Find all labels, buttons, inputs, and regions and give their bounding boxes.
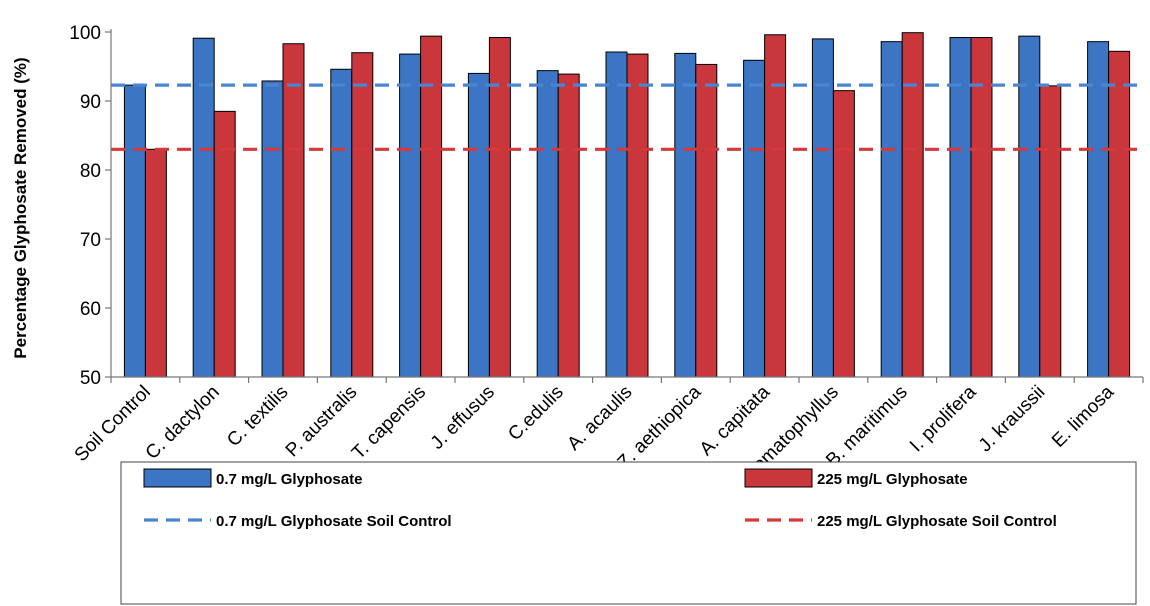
bar-low-4 [399, 53, 422, 378]
bar-high-0 [144, 148, 167, 378]
x-tick-label: J. effusus [427, 382, 499, 454]
reference-lines-layer [111, 83, 1143, 151]
bar-low-0 [123, 84, 146, 378]
bar-low-14 [1087, 41, 1110, 378]
x-tick-label: C.edulis [504, 382, 567, 445]
legend: 0.7 mg/L Glyphosate 225 mg/L Glyphosate 0.… [120, 461, 1137, 605]
bar-high-8 [695, 63, 718, 378]
y-tick-label: 70 [80, 230, 101, 251]
bar-low-8 [674, 52, 697, 378]
bar-low-6 [536, 70, 559, 378]
bar-high-10 [832, 90, 855, 378]
legend-swatch-1 [744, 468, 813, 488]
legend-label-0: 0.7 mg/L Glyphosate [216, 471, 362, 488]
x-tick-label: A. acaulis [563, 382, 636, 455]
legend-box [120, 461, 1137, 605]
legend-label-3: 225 mg/L Glyphosate Soil Control [817, 513, 1057, 530]
legend-label-2: 0.7 mg/L Glyphosate Soil Control [216, 513, 452, 530]
bar-high-13 [1039, 85, 1062, 378]
axes-layer [105, 29, 1144, 383]
bar-high-5 [488, 37, 511, 378]
bar-high-2 [282, 43, 305, 378]
bar-low-9 [743, 59, 766, 378]
bar-high-7 [626, 53, 649, 378]
bar-high-6 [557, 73, 580, 378]
bar-low-3 [330, 68, 353, 378]
x-tick-label: J. kraussii [975, 382, 1050, 457]
y-tick-label: 50 [80, 368, 101, 389]
y-tick-label: 100 [69, 23, 101, 44]
bar-low-11 [880, 41, 903, 378]
x-tick-label: C. textilis [223, 382, 292, 451]
bar-low-1 [192, 37, 215, 378]
legend-swatch-0 [143, 468, 212, 488]
bar-high-14 [1108, 50, 1131, 378]
bar-high-3 [351, 52, 374, 378]
x-tick-label: C. dactylon [142, 382, 224, 464]
bar-low-10 [811, 38, 834, 378]
bar-high-4 [420, 35, 443, 378]
x-tick-label: E. limosa [1048, 381, 1118, 451]
bar-low-5 [467, 72, 490, 378]
x-tick-label: T. capensis [348, 382, 430, 464]
x-tick-label: Soil Control [71, 382, 155, 466]
x-tick-label: I. prolifera [906, 381, 981, 456]
bar-high-1 [213, 110, 236, 378]
y-axis-label: Percentage Glyphosate Removed (%) [11, 57, 30, 358]
bar-high-12 [970, 37, 993, 378]
bar-low-12 [949, 37, 972, 378]
y-tick-label: 60 [80, 299, 101, 320]
bar-low-13 [1018, 35, 1041, 378]
bar-low-7 [605, 51, 628, 378]
y-tick-label: 90 [80, 92, 101, 113]
bar-low-2 [261, 80, 284, 378]
legend-label-1: 225 mg/L Glyphosate [817, 471, 968, 488]
y-tick-label: 80 [80, 161, 101, 182]
